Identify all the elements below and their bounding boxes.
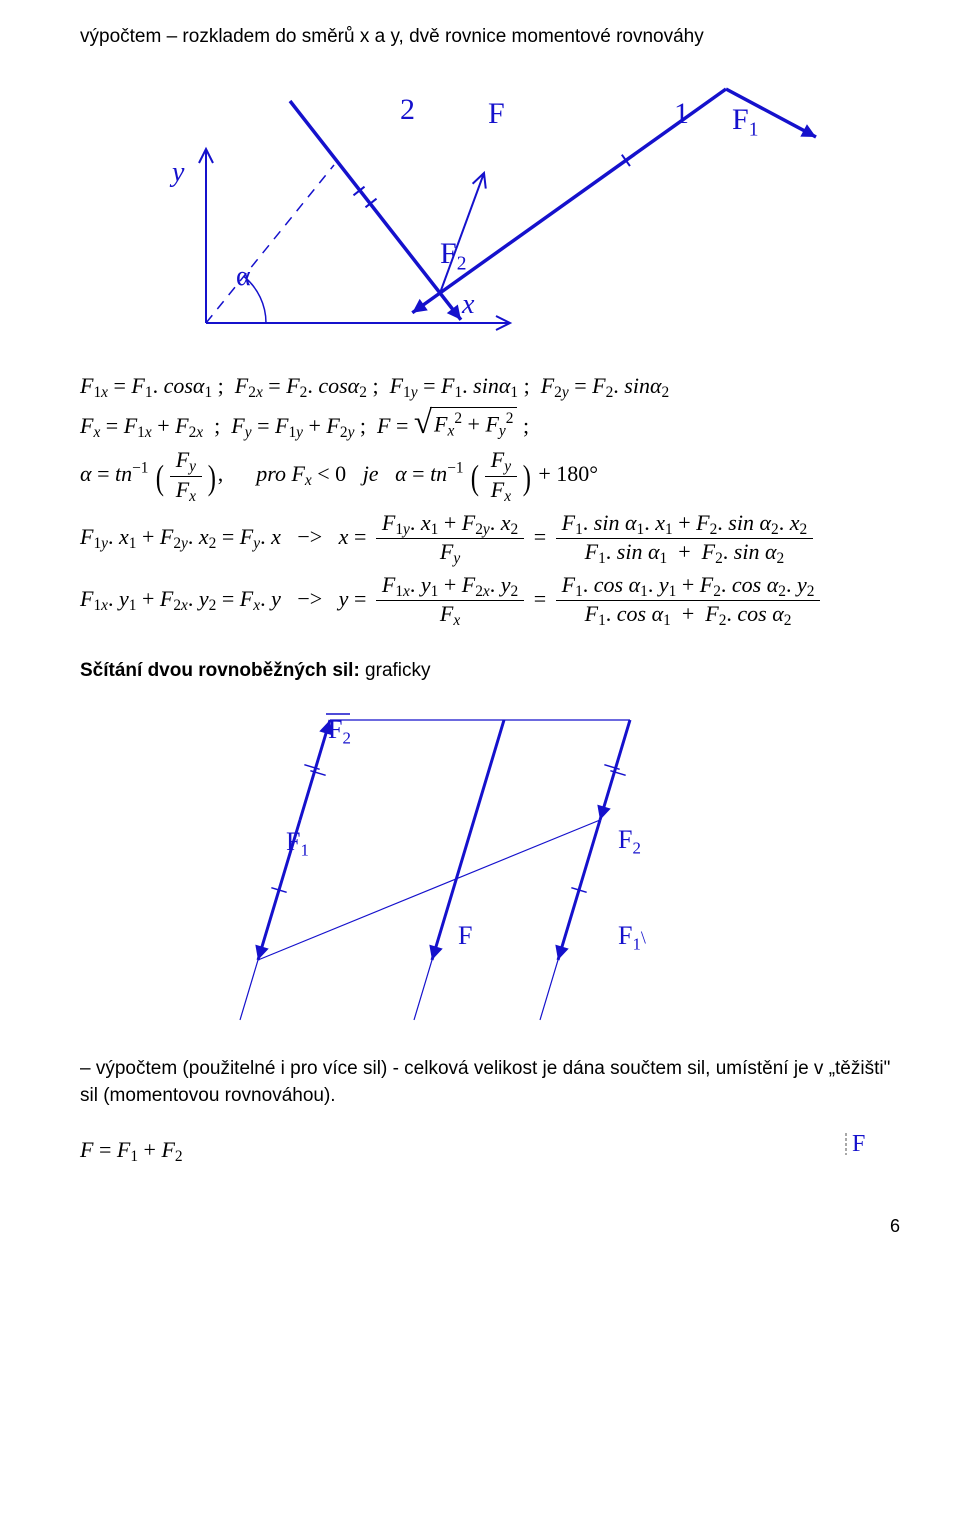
- intro-text: výpočtem – rozkladem do směrů x a y, dvě…: [80, 24, 900, 51]
- svg-text:F: F: [488, 97, 505, 130]
- figure-label-f: F: [840, 1129, 900, 1159]
- figure-force-decomposition: yαx2F1F2F1: [80, 63, 820, 353]
- svg-text:F2: F2: [440, 237, 466, 275]
- page-number: 6: [80, 1214, 900, 1239]
- svg-text:y: y: [169, 157, 185, 188]
- section-parallel-heading-rest: graficky: [360, 660, 431, 681]
- svg-text:F1: F1: [286, 827, 309, 860]
- svg-text:F: F: [852, 1131, 865, 1157]
- svg-text:2: 2: [400, 93, 415, 126]
- eq-x-moment: F1y. x1 + F2y. x2 = Fy. x −> x = F1y. x1…: [80, 510, 900, 568]
- svg-text:α: α: [236, 261, 251, 292]
- svg-text:F2: F2: [618, 825, 641, 858]
- svg-text:F1\: F1\: [618, 921, 646, 954]
- svg-text:x: x: [461, 289, 475, 320]
- section-parallel-heading: Sčítání dvou rovnoběžných sil: graficky: [80, 658, 900, 685]
- para-calc-parallel: – výpočtem (použitelné i pro více sil) -…: [80, 1056, 900, 1109]
- svg-text:F1: F1: [732, 103, 758, 141]
- section-parallel-heading-strong: Sčítání dvou rovnoběžných sil:: [80, 660, 360, 681]
- svg-text:F: F: [458, 921, 472, 950]
- figure-parallel-forces: F2F1FF2F1\: [200, 696, 740, 1036]
- eq-components: F1x = F1. cosα1 ; F2x = F2. cosα2 ; F1y …: [80, 371, 900, 403]
- eq-y-moment: F1x. y1 + F2x. y2 = Fx. y −> y = F1x. y1…: [80, 572, 900, 630]
- eq-total-force: F = F1 + F2: [80, 1135, 183, 1167]
- eq-alpha: α = tn−1 (FyFx), pro Fx < 0 je α = tn−1 …: [80, 447, 900, 505]
- svg-text:1: 1: [674, 97, 689, 130]
- eq-sum-xy: Fx = F1x + F2x ; Fy = F1y + F2y ; F = √F…: [80, 407, 900, 443]
